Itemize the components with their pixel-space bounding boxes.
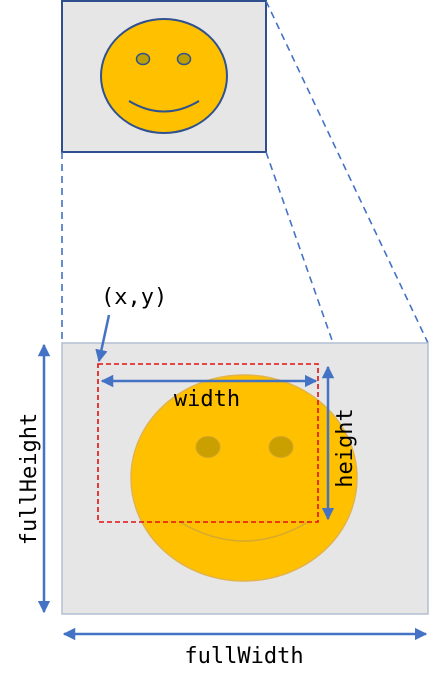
thumbnail-panel — [61, 0, 267, 153]
origin-label: (x,y) — [101, 285, 167, 310]
origin-pointer-arrow — [95, 314, 111, 363]
smiley-face-icon — [130, 374, 358, 582]
width-label: width — [174, 387, 240, 412]
height-label: height — [333, 408, 358, 487]
dimension-arrows — [37, 314, 428, 641]
crop-box — [97, 363, 319, 523]
full-image-panel — [61, 342, 429, 615]
full-height-label: fullHeight — [17, 413, 42, 545]
smiley-face-icon — [100, 18, 228, 134]
projection-line-middle — [265, 151, 334, 344]
projection-line-right — [265, 0, 429, 344]
full-width-label: fullWidth — [184, 644, 303, 669]
projection-lines — [61, 0, 429, 344]
